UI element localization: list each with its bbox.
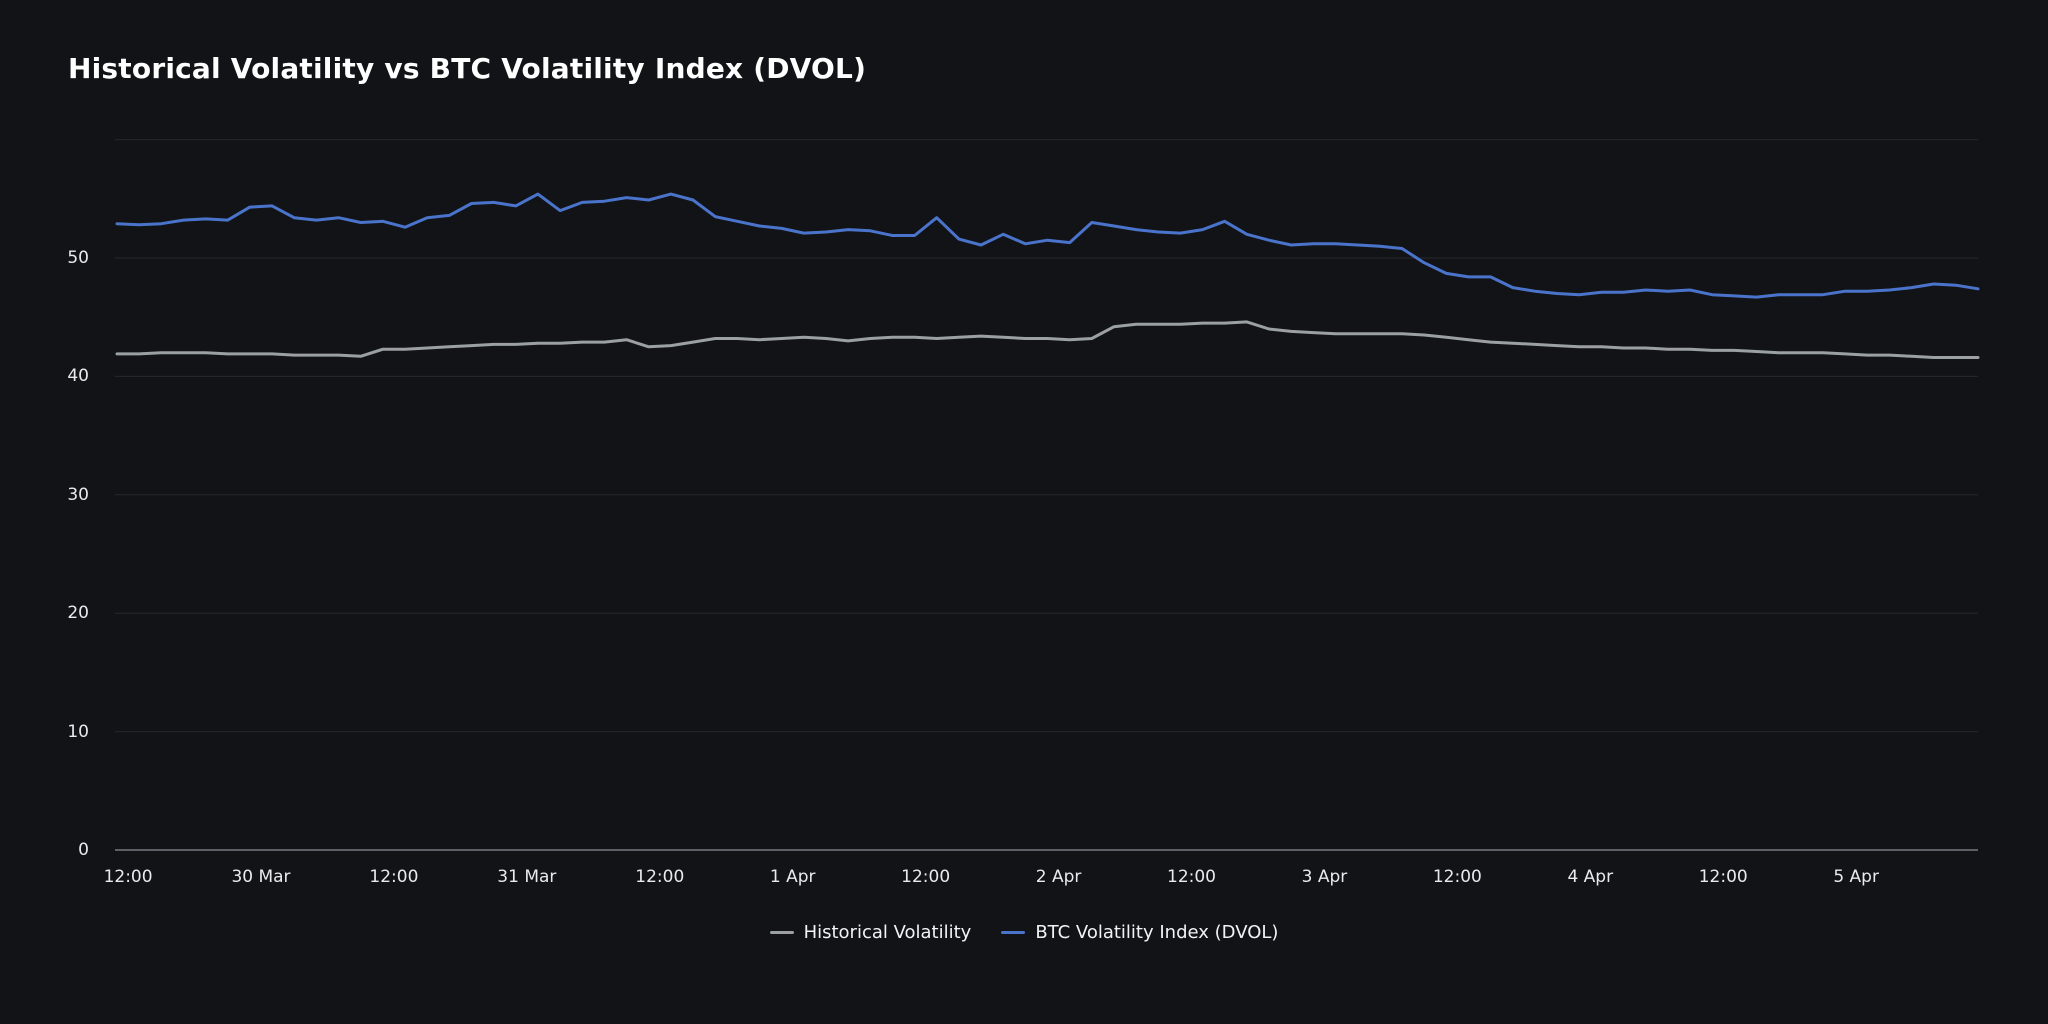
series-dvol-line (115, 192, 1980, 299)
y-tick-label: 40 (67, 366, 89, 387)
legend: Historical Volatility BTC Volatility Ind… (0, 922, 2048, 943)
x-tick-label: 31 Mar (497, 867, 557, 887)
y-tick-label: 0 (78, 840, 89, 860)
x-tick-label: 12:00 (1698, 867, 1748, 887)
legend-marker-historical-volatility-icon (769, 930, 794, 935)
x-tick-label: 12:00 (103, 867, 153, 887)
x-tick-label: 12:00 (635, 867, 685, 887)
legend-label-dvol: BTC Volatility Index (DVOL) (1035, 922, 1279, 943)
legend-item-dvol: BTC Volatility Index (DVOL) (1001, 922, 1278, 943)
x-tick-label: 12:00 (369, 867, 419, 887)
y-tick-label: 10 (67, 721, 89, 742)
x-tick-label: 12:00 (1167, 867, 1216, 887)
x-tick-label: 4 Apr (1567, 867, 1614, 887)
x-tick-label: 2 Apr (1035, 867, 1082, 887)
legend-label-historical-volatility: Historical Volatility (803, 922, 972, 943)
y-tick-label: 50 (67, 248, 89, 268)
legend-item-historical-volatility: Historical Volatility (769, 922, 972, 943)
x-tick-label: 30 Mar (231, 867, 291, 887)
x-tick-label: 1 Apr (769, 867, 816, 887)
x-tick-label: 12:00 (901, 867, 951, 887)
x-tick-label: 5 Apr (1833, 867, 1879, 887)
x-tick-label: 3 Apr (1301, 867, 1348, 887)
y-tick-label: 20 (67, 603, 89, 624)
x-tick-label: 12:00 (1432, 867, 1482, 887)
legend-marker-dvol-icon (1001, 930, 1026, 935)
series-historical-volatility-line (115, 320, 1980, 359)
y-tick-label: 30 (67, 484, 89, 505)
chart-title: Historical Volatility vs BTC Volatility … (68, 52, 867, 85)
